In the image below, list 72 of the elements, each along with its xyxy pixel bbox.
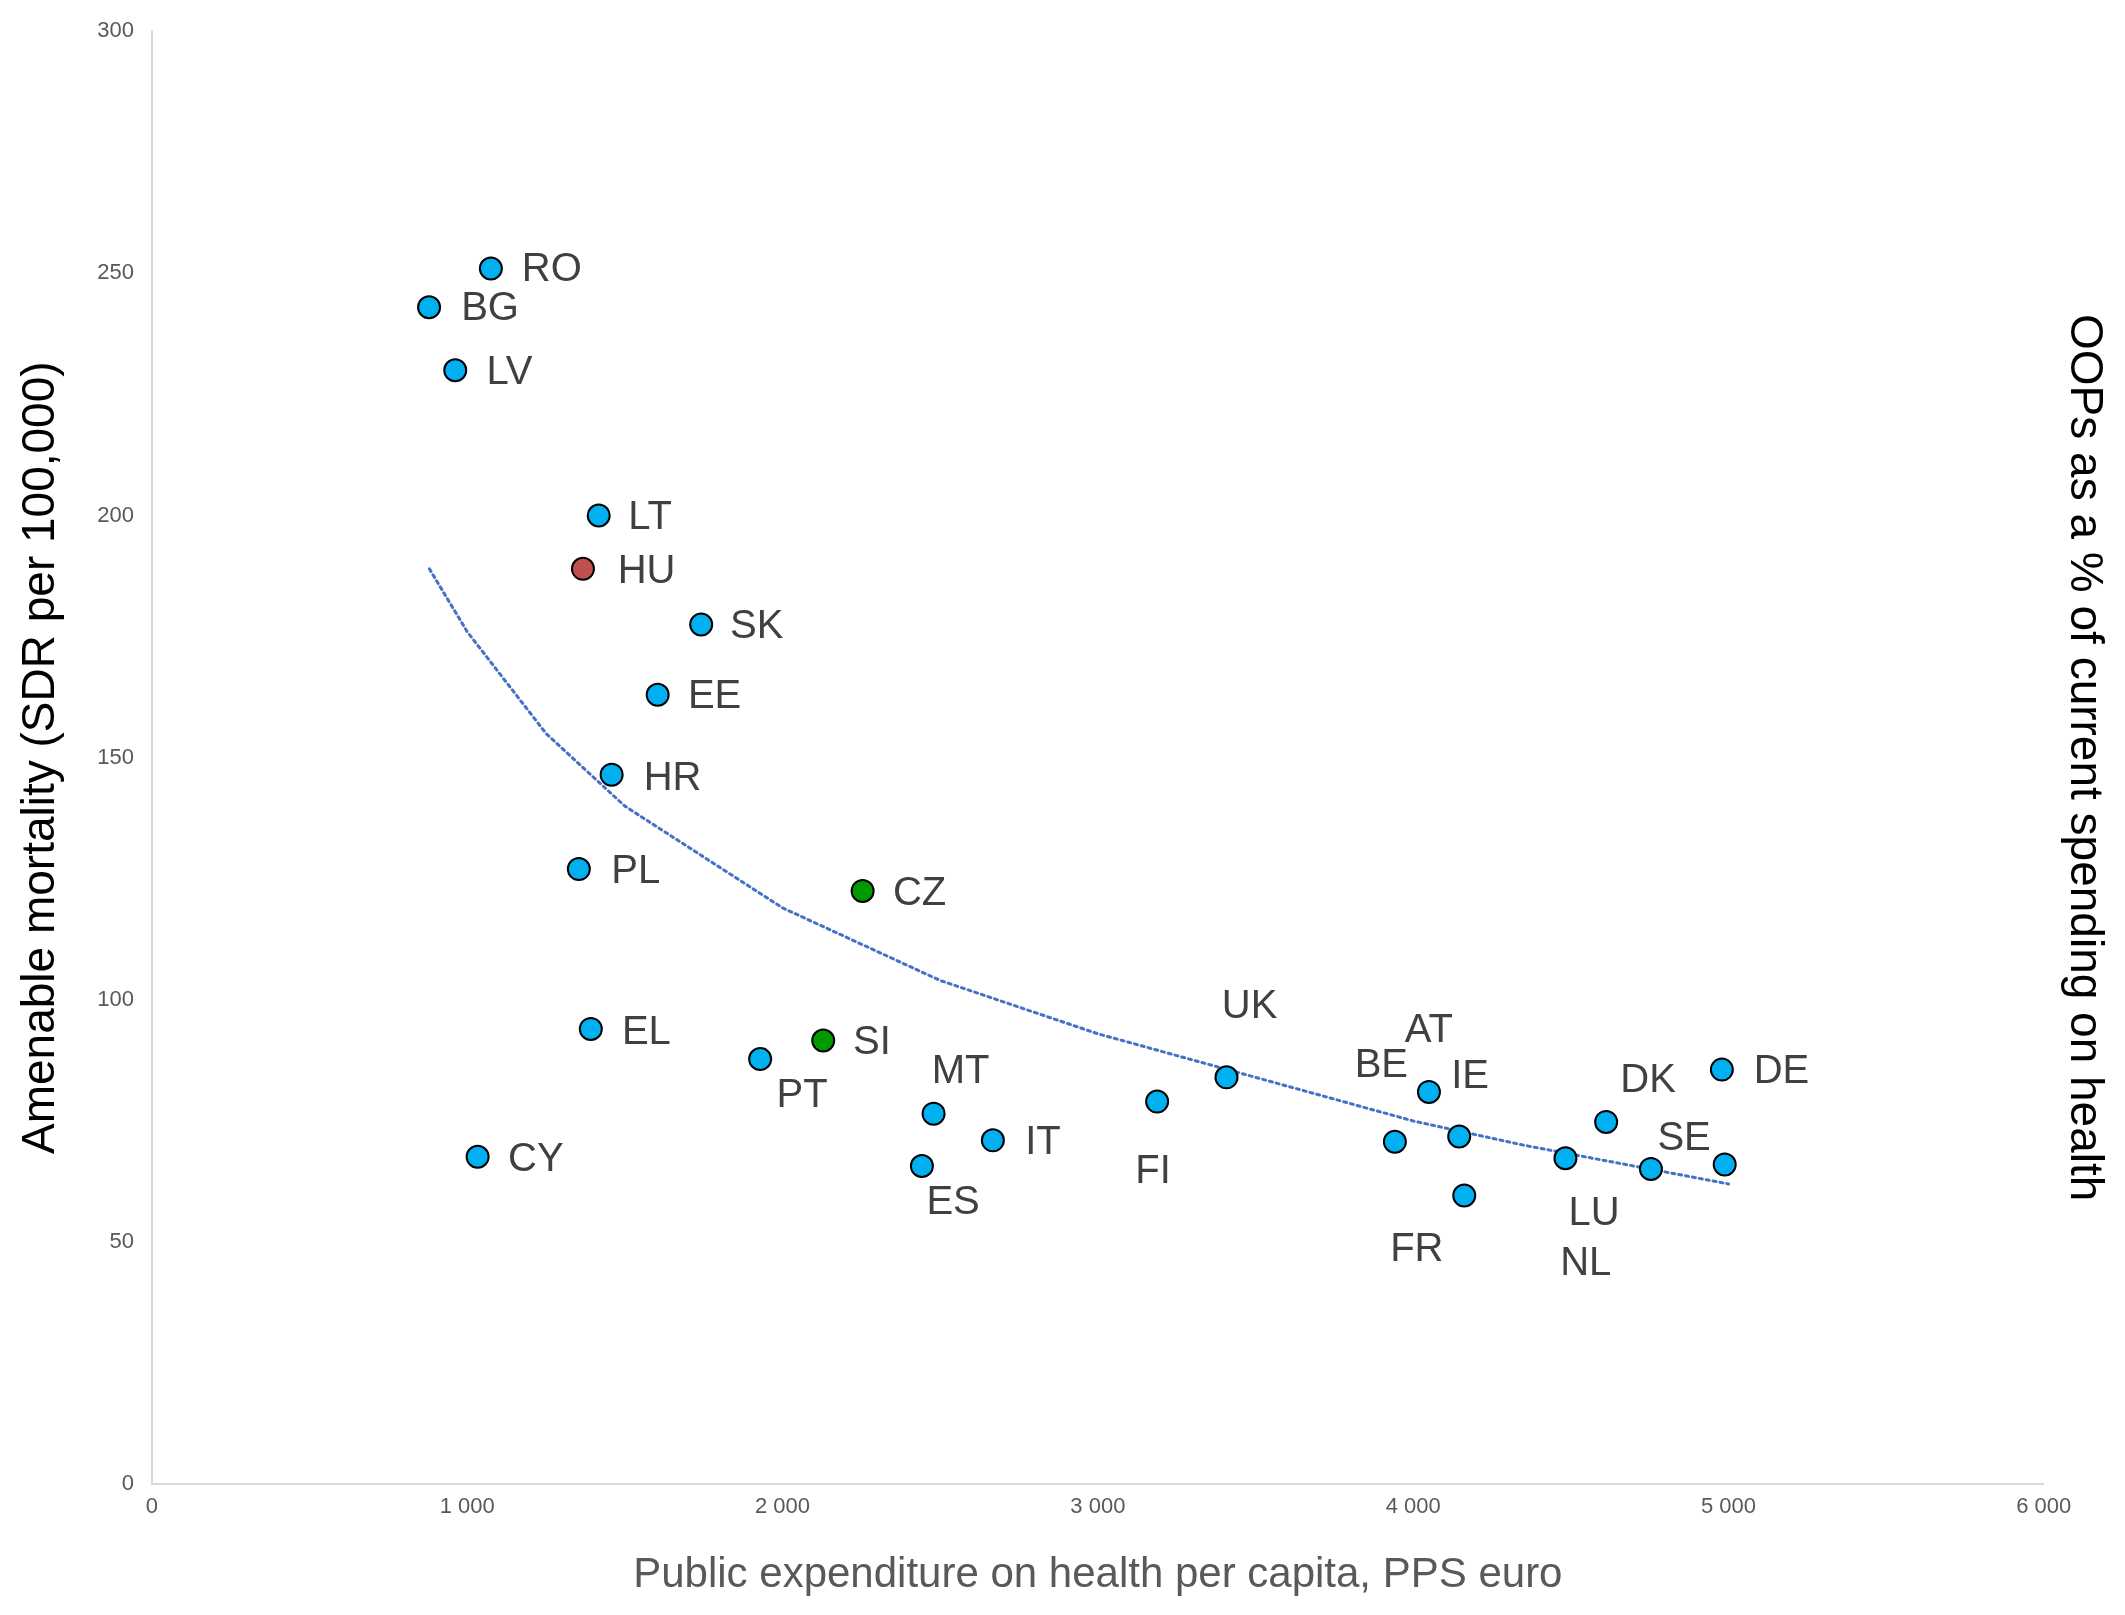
point (1416, 1079, 1441, 1104)
point (1638, 1156, 1663, 1181)
y-tick-label: 100 (97, 985, 134, 1011)
point (1145, 1089, 1170, 1114)
point (1709, 1057, 1734, 1082)
data-label: SK (730, 602, 784, 647)
data-label: FR (1390, 1224, 1444, 1269)
data-label: LV (486, 347, 533, 392)
data-label: RO (521, 244, 582, 289)
data-label: AT (1404, 1005, 1454, 1050)
point (566, 857, 591, 882)
data-label: HR (643, 753, 702, 798)
x-axis-title: Public expenditure on health per capita, PPS euro (633, 1549, 1563, 1597)
point (921, 1101, 946, 1126)
point (417, 295, 442, 320)
y-tick-label: 200 (97, 501, 134, 527)
data-label: EL (621, 1008, 671, 1053)
x-tick-label: 6 000 (2016, 1493, 2072, 1519)
data-label: CY (508, 1134, 564, 1179)
point (850, 878, 875, 903)
y-tick-label: 250 (97, 259, 134, 285)
data-label: IE (1451, 1051, 1489, 1096)
y-tick-label: 300 (97, 17, 134, 43)
point (1553, 1146, 1578, 1171)
data-label: BG (461, 283, 519, 328)
y-tick-label: 50 (109, 1228, 134, 1254)
data-label: PL (611, 846, 661, 891)
x-tick-label: 3 000 (1070, 1493, 1126, 1519)
x-tick-label: 2 000 (755, 1493, 811, 1519)
data-label: UK (1221, 981, 1278, 1026)
x-tick-label: 4 000 (1385, 1493, 1441, 1519)
point (586, 503, 611, 528)
data-label: EE (687, 672, 742, 717)
point (465, 1144, 490, 1169)
data-label: IT (1025, 1118, 1061, 1163)
point (599, 762, 624, 787)
point (689, 612, 714, 637)
point (1452, 1183, 1477, 1208)
data-label: MT (931, 1046, 990, 1091)
data-label: DE (1753, 1047, 1810, 1092)
data-label: CZ (892, 868, 947, 913)
point (909, 1153, 934, 1178)
data-label: HU (617, 546, 676, 591)
point (1382, 1129, 1407, 1154)
point (1594, 1109, 1619, 1134)
x-tick-label: 1 000 (439, 1493, 495, 1519)
point (443, 358, 468, 383)
point (980, 1128, 1005, 1153)
point (748, 1046, 773, 1071)
point (578, 1016, 603, 1041)
y2-axis-title: OOPs as a % of current spending on health (2060, 314, 2113, 1202)
data-label: SE (1657, 1113, 1711, 1158)
y-tick-label: 0 (121, 1470, 134, 1496)
data-label: LU (1568, 1188, 1620, 1233)
point (645, 682, 670, 707)
data-label: DK (1620, 1056, 1677, 1101)
y-tick-label: 150 (97, 743, 134, 769)
data-label: SI (853, 1018, 891, 1063)
y-axis-title: Amenable mortality (SDR per 100,000) (12, 361, 65, 1154)
x-tick-label: 5 000 (1700, 1493, 1757, 1519)
x-tick-label: 0 (145, 1493, 159, 1519)
point (570, 556, 595, 581)
point (1214, 1065, 1239, 1090)
point (1447, 1124, 1472, 1149)
point (478, 256, 503, 281)
point (811, 1028, 836, 1053)
data-label: ES (926, 1177, 980, 1222)
point (1712, 1152, 1737, 1177)
data-label: NL (1560, 1238, 1612, 1283)
data-label: PT (776, 1070, 828, 1115)
data-label: LT (628, 493, 673, 538)
data-label: FI (1135, 1147, 1171, 1192)
